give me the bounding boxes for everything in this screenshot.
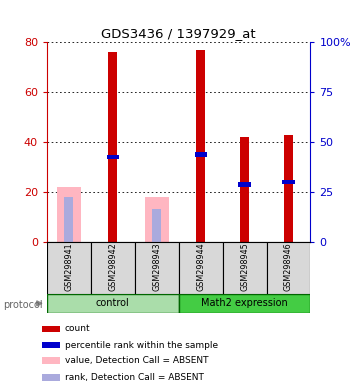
Bar [223, 242, 266, 294]
Text: GSM298946: GSM298946 [284, 242, 293, 291]
Bar [266, 242, 310, 294]
Bar [65, 197, 73, 242]
Text: percentile rank within the sample: percentile rank within the sample [65, 341, 218, 349]
Text: value, Detection Call = ABSENT: value, Detection Call = ABSENT [65, 356, 208, 365]
Text: control: control [96, 298, 130, 308]
Bar [282, 180, 295, 184]
Bar [195, 152, 207, 157]
Bar [152, 210, 161, 242]
Bar [106, 155, 119, 159]
Text: GSM298941: GSM298941 [64, 242, 73, 291]
Text: Math2 expression: Math2 expression [201, 298, 288, 308]
Bar [43, 342, 60, 348]
Text: count: count [65, 324, 90, 333]
Bar [91, 242, 135, 294]
Bar [47, 294, 179, 313]
Text: rank, Detection Call = ABSENT: rank, Detection Call = ABSENT [65, 373, 204, 382]
Title: GDS3436 / 1397929_at: GDS3436 / 1397929_at [101, 26, 256, 40]
Text: GSM298942: GSM298942 [108, 242, 117, 291]
Bar [43, 374, 60, 381]
Bar [238, 182, 251, 187]
Text: GSM298944: GSM298944 [196, 242, 205, 291]
Bar [145, 197, 169, 242]
Text: GSM298945: GSM298945 [240, 242, 249, 291]
Bar [196, 50, 205, 242]
Text: protocol: protocol [4, 300, 43, 310]
Bar [179, 294, 310, 313]
Text: GSM298943: GSM298943 [152, 242, 161, 291]
Bar [284, 135, 293, 242]
Bar [47, 242, 91, 294]
Bar [43, 326, 60, 332]
Bar [108, 52, 117, 242]
Bar [57, 187, 81, 242]
Bar [135, 242, 179, 294]
Bar [240, 137, 249, 242]
Bar [179, 242, 223, 294]
Bar [43, 357, 60, 364]
